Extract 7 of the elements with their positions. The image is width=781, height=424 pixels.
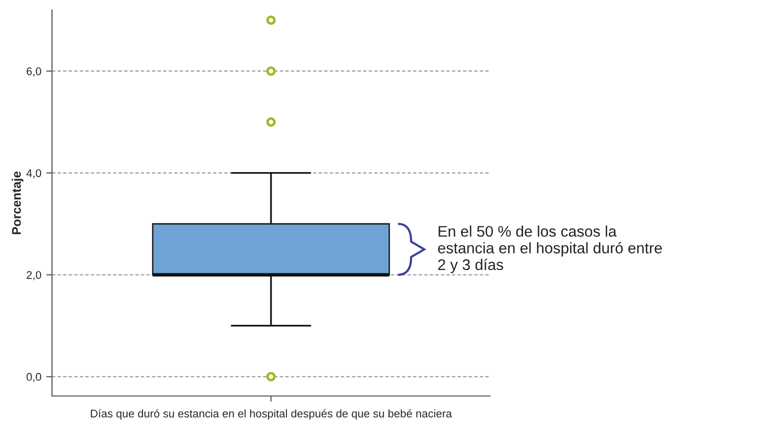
x-axis-title: Días que duró su estancia en el hospital después de que su bebé naciera (90, 409, 452, 420)
y-axis-title: Porcentaje (12, 171, 24, 234)
y-tick-label: 6,0 (26, 67, 42, 77)
annotation: En el 50 % de los casos la estancia en el hospital duró entre 2 y 3 días (438, 226, 662, 274)
y-tick-label: 2,0 (26, 271, 42, 280)
y-tick-label: 4,0 (26, 169, 42, 178)
y-tick-label: 0,0 (26, 372, 42, 382)
